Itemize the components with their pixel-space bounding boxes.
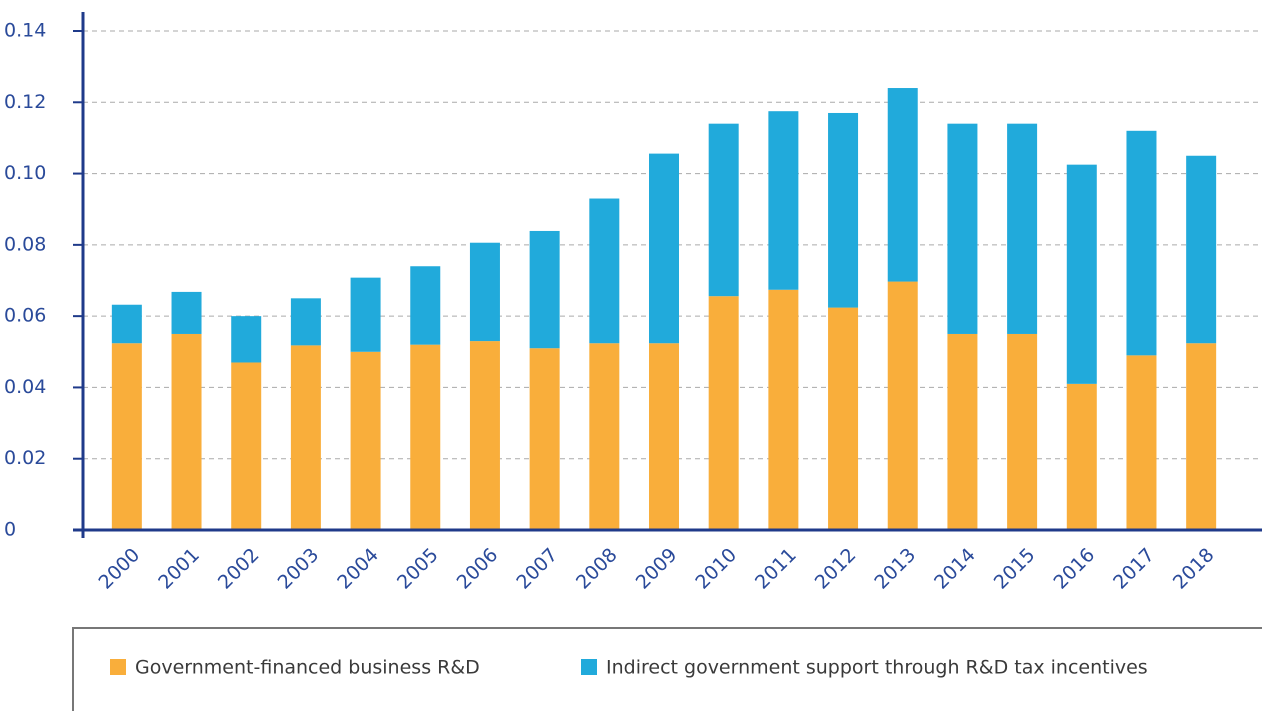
bar-segment (887, 88, 918, 282)
bar-segment (1007, 123, 1038, 334)
bar-segment (708, 123, 739, 297)
bar-segment (529, 348, 560, 530)
bar-segment (1126, 130, 1157, 356)
y-tick-label: 0.12 (4, 91, 46, 113)
bar-segment (768, 111, 799, 290)
legend-swatch (581, 659, 597, 675)
bar-segment (589, 343, 620, 530)
bar-segment (350, 277, 381, 352)
legend-label: Indirect government support through R&D … (606, 657, 1148, 679)
bar-segment (171, 333, 202, 530)
bar-segment (828, 112, 859, 308)
bar-segment (290, 345, 321, 530)
legend-swatch (110, 659, 126, 675)
x-tick-label: 2018 (1169, 544, 1219, 594)
x-tick-label: 2004 (333, 544, 383, 594)
x-tick-label: 2014 (930, 544, 980, 594)
legend-label: Government-financed business R&D (135, 657, 480, 679)
bar-segment (410, 344, 441, 530)
bar-segment (111, 343, 142, 530)
bar-segment (1186, 155, 1217, 344)
bar-segment (171, 291, 202, 334)
y-tick-label: 0.02 (4, 447, 46, 469)
bar-segment (649, 343, 679, 530)
y-tick-label: 0 (4, 519, 16, 541)
legend-box (72, 627, 1262, 711)
x-tick-label: 2010 (691, 544, 741, 594)
y-tick-label: 0.10 (4, 162, 46, 184)
bar-segment (469, 341, 500, 530)
x-tick-label: 2006 (453, 544, 503, 594)
bar-segment (768, 289, 799, 530)
bar-segment (708, 296, 739, 530)
bar-segment (1066, 164, 1097, 384)
x-tick-label: 2003 (274, 544, 324, 594)
bar-segment (589, 198, 620, 344)
bar-segment (1007, 333, 1038, 530)
x-tick-label: 2002 (214, 544, 264, 594)
bar-segment (469, 242, 500, 342)
x-tick-label: 2008 (572, 544, 622, 594)
bar-segment (1126, 355, 1157, 530)
bar-segment (828, 307, 859, 530)
bar-segment (111, 304, 142, 344)
y-tick-label: 0.06 (4, 305, 46, 327)
bar-segment (887, 281, 918, 530)
x-tick-label: 2005 (393, 544, 443, 594)
x-tick-label: 2017 (1109, 544, 1159, 594)
x-tick-label: 2000 (95, 544, 145, 594)
bar-segment (231, 316, 262, 363)
x-tick-label: 2001 (154, 544, 204, 594)
bar-segment (947, 333, 978, 530)
x-tick-label: 2013 (870, 544, 920, 594)
x-tick-label: 2015 (990, 544, 1040, 594)
bar-segment (1186, 343, 1217, 530)
x-tick-label: 2012 (811, 544, 861, 594)
bar-segment (947, 123, 978, 334)
bar-segment (649, 153, 679, 344)
bar-segment (529, 230, 560, 349)
x-tick-label: 2009 (632, 544, 682, 594)
bar-segment (231, 362, 262, 530)
x-tick-label: 2007 (512, 544, 562, 594)
x-tick-label: 2016 (1049, 544, 1099, 594)
x-tick-label: 2011 (751, 544, 801, 594)
bar-segment (350, 351, 381, 530)
bar-segment (290, 298, 321, 346)
y-tick-label: 0.08 (4, 233, 46, 255)
y-tick-label: 0.04 (4, 376, 46, 398)
bar-segment (1066, 383, 1097, 530)
bar-segment (410, 266, 441, 345)
y-tick-label: 0.14 (4, 20, 46, 42)
